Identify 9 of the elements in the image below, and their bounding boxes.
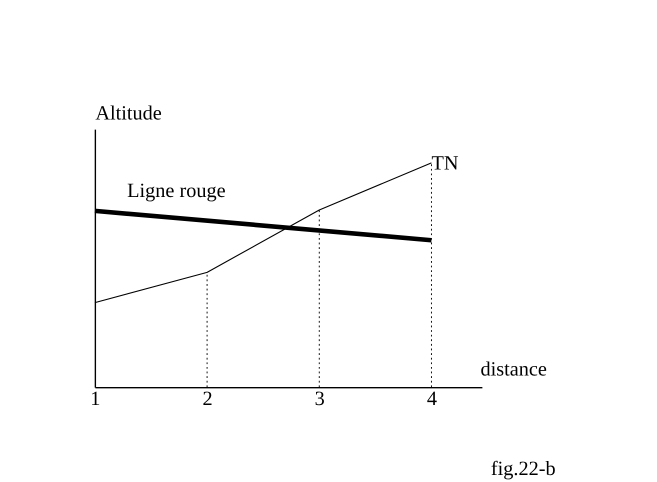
x-tick-label: 4 bbox=[426, 388, 437, 410]
caption: fig.22-b bbox=[490, 458, 556, 480]
x-axis-title: distance bbox=[480, 358, 547, 381]
y-axis-title: Altitude bbox=[95, 102, 162, 125]
x-tick-label: 1 bbox=[90, 388, 100, 410]
series-label: Ligne rouge bbox=[127, 180, 226, 202]
x-tick-label: 2 bbox=[202, 388, 213, 410]
x-tick-label: 3 bbox=[314, 388, 325, 410]
series-label: TN bbox=[431, 152, 459, 174]
